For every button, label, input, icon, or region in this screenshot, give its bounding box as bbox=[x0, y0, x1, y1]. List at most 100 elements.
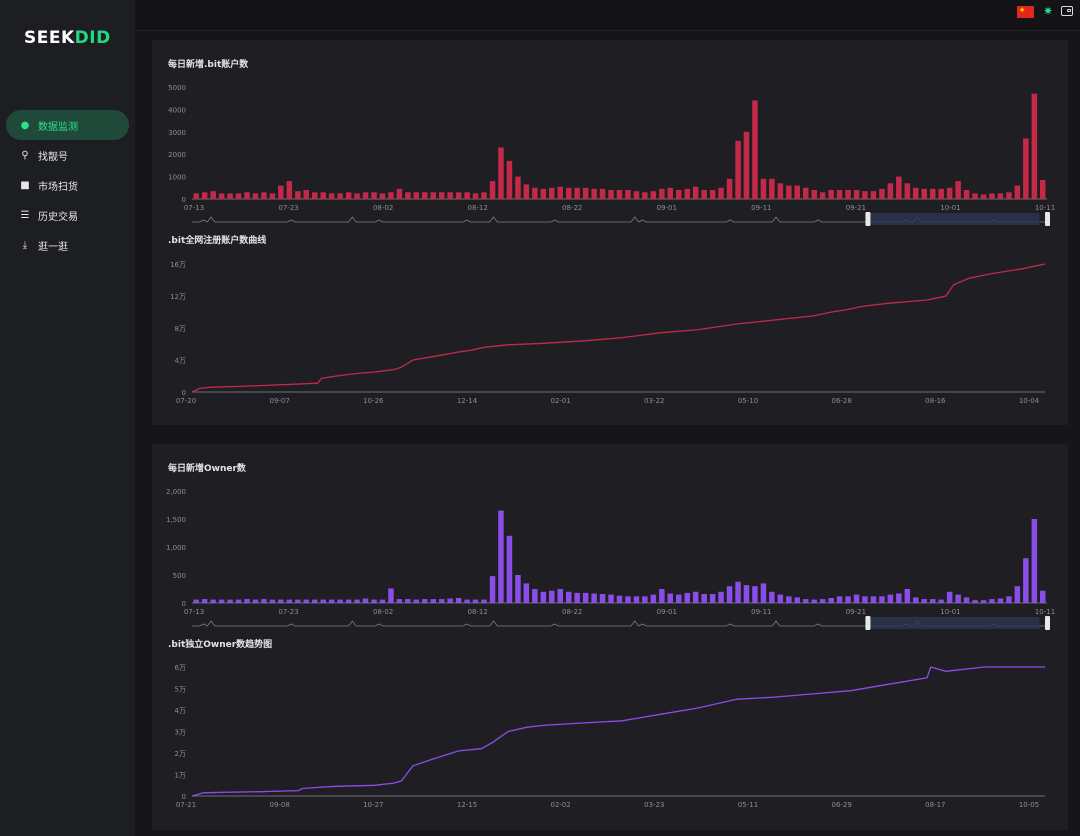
bar bbox=[464, 599, 470, 603]
x-tick-label: 08-16 bbox=[925, 397, 946, 405]
bar bbox=[718, 591, 724, 603]
bar bbox=[1006, 596, 1012, 603]
bar bbox=[354, 193, 360, 199]
search-icon: ⚲ bbox=[21, 149, 29, 161]
nav-item-data-monitor[interactable]: ● 数据监测 bbox=[6, 110, 129, 140]
china-flag-icon[interactable]: ★ bbox=[1017, 6, 1034, 18]
x-tick-label: 08-02 bbox=[373, 204, 393, 212]
y-tick-label: 6万 bbox=[175, 664, 186, 672]
bar bbox=[328, 193, 335, 199]
x-tick-label: 03-22 bbox=[644, 397, 664, 405]
x-tick-label: 10-05 bbox=[1019, 801, 1039, 809]
bar bbox=[684, 188, 690, 199]
chart-title: .bit独立Owner数趋势图 bbox=[168, 638, 272, 650]
x-tick-label: 06-28 bbox=[831, 397, 851, 405]
bar bbox=[227, 193, 233, 199]
bar bbox=[709, 190, 716, 199]
bar bbox=[828, 190, 834, 199]
bar bbox=[676, 190, 682, 199]
bar bbox=[946, 187, 953, 199]
bar bbox=[447, 598, 453, 603]
bar bbox=[743, 585, 750, 603]
y-tick-label: 1,000 bbox=[166, 544, 186, 552]
x-tick-label: 02-01 bbox=[550, 397, 570, 405]
bar bbox=[515, 575, 521, 603]
nav-item-browse[interactable]: ⤓ 逛一逛 bbox=[6, 230, 129, 260]
bar bbox=[244, 192, 250, 199]
bar bbox=[1031, 93, 1038, 199]
bar bbox=[760, 583, 767, 603]
bar bbox=[997, 598, 1004, 603]
bar bbox=[455, 598, 462, 603]
bar bbox=[930, 188, 936, 199]
x-tick-label: 06-29 bbox=[831, 801, 851, 809]
bar bbox=[879, 188, 885, 199]
bar bbox=[210, 599, 216, 603]
seekdid-logo[interactable]: SEEKDID bbox=[24, 28, 111, 48]
bar bbox=[286, 599, 293, 603]
bar bbox=[345, 192, 352, 199]
bar bbox=[362, 192, 369, 199]
x-tick-label: 12-14 bbox=[457, 397, 478, 405]
bar bbox=[430, 599, 436, 603]
y-tick-label: 1,500 bbox=[166, 516, 186, 524]
bar bbox=[244, 599, 250, 603]
bar bbox=[532, 589, 538, 603]
bar bbox=[193, 193, 199, 199]
bar bbox=[777, 594, 784, 603]
y-tick-label: 3000 bbox=[168, 129, 186, 137]
bar bbox=[269, 193, 276, 199]
bar bbox=[481, 599, 487, 603]
bar bbox=[633, 191, 640, 199]
bar bbox=[676, 594, 682, 603]
bar bbox=[447, 192, 453, 199]
bar bbox=[1014, 185, 1021, 199]
bar bbox=[879, 596, 885, 603]
bar bbox=[566, 187, 572, 199]
nav-item-history-trades[interactable]: ☰ 历史交易 bbox=[6, 200, 129, 230]
bar bbox=[591, 188, 597, 199]
nav-item-market-sweep[interactable]: ■ 市场扫货 bbox=[6, 170, 129, 200]
wallet-icon[interactable] bbox=[1061, 6, 1073, 16]
bar bbox=[388, 192, 394, 199]
x-tick-label: 05-11 bbox=[738, 801, 758, 809]
bar bbox=[862, 191, 868, 199]
x-tick-label: 08-22 bbox=[562, 204, 582, 212]
bar bbox=[735, 140, 741, 199]
bar bbox=[303, 599, 309, 603]
nav-item-find-names[interactable]: ⚲ 找靓号 bbox=[6, 140, 129, 170]
x-tick-label: 05-10 bbox=[738, 397, 758, 405]
x-tick-label: 03-23 bbox=[644, 801, 664, 809]
bar bbox=[980, 194, 987, 199]
x-tick-label: 08-12 bbox=[467, 608, 487, 616]
bar bbox=[659, 589, 665, 603]
bar bbox=[540, 188, 547, 199]
bar bbox=[836, 190, 843, 199]
y-tick-label: 3万 bbox=[175, 729, 186, 737]
bar bbox=[312, 192, 318, 199]
bar bbox=[371, 192, 377, 199]
x-tick-label: 09-01 bbox=[657, 608, 677, 616]
download-icon: ⤓ bbox=[22, 239, 28, 251]
x-tick-label: 07-23 bbox=[278, 204, 298, 212]
bar bbox=[735, 581, 741, 603]
bar bbox=[269, 599, 276, 603]
bar bbox=[904, 183, 911, 199]
y-tick-label: 16万 bbox=[170, 261, 186, 269]
bar bbox=[870, 191, 877, 199]
bar bbox=[489, 181, 496, 199]
chart-title: 每日新增Owner数 bbox=[168, 462, 247, 474]
sun-theme-icon[interactable]: ✷ bbox=[1043, 4, 1054, 18]
bar bbox=[549, 590, 555, 603]
bar bbox=[549, 187, 555, 199]
series-line bbox=[191, 263, 1046, 393]
y-tick-label: 4000 bbox=[168, 106, 186, 114]
y-tick-label: 5万 bbox=[175, 686, 186, 694]
bar bbox=[599, 188, 606, 199]
bar bbox=[803, 599, 809, 603]
owner-charts: 每日新增Owner数 .bit独立Owner数趋势图 0 500 1,000 1,50… bbox=[166, 462, 1055, 809]
bar bbox=[963, 190, 970, 199]
bar bbox=[777, 183, 784, 199]
bar bbox=[980, 600, 987, 603]
zoom-handle-left bbox=[865, 212, 871, 226]
